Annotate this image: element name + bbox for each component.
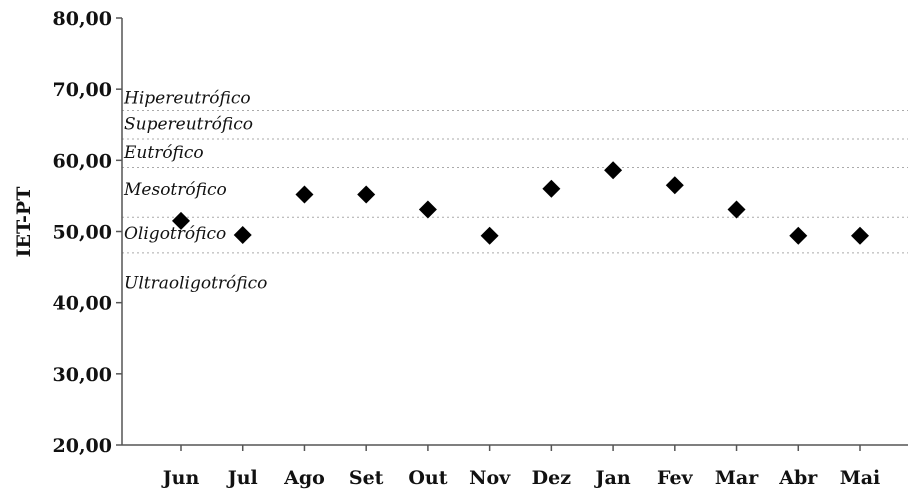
y-tick-label: 30,00: [53, 364, 113, 386]
x-tick-label: Dez: [532, 467, 572, 489]
y-tick-label: 40,00: [53, 293, 113, 315]
y-tick-label: 80,00: [53, 8, 113, 30]
band-label: Supereutrófico: [124, 114, 253, 134]
data-point: [851, 226, 869, 245]
x-tick-label: Jan: [594, 467, 631, 489]
x-tick-label: Mar: [715, 467, 759, 489]
data-point: [789, 226, 808, 245]
band-label: Hipereutrófico: [123, 89, 251, 109]
band-label: Eutrófico: [123, 143, 204, 163]
data-point: [295, 185, 314, 204]
x-tick-label: Out: [408, 467, 447, 489]
x-tick-label: Mai: [840, 467, 881, 489]
x-ticks: Jun Jul Ago Set Out Nov Dez Jan Fev Mar Abr Mai: [161, 445, 881, 489]
data-point: [542, 179, 561, 198]
threshold-lines: [122, 110, 908, 254]
y-ticks: 20,00 30,00 40,00 50,00 60,00 70,00 80,00: [53, 8, 122, 457]
y-axis-title: IET-PT: [13, 187, 35, 258]
data-point: [665, 176, 684, 195]
x-tick-label: Jul: [226, 467, 258, 489]
x-tick-label: Set: [349, 467, 384, 489]
data-point: [233, 226, 252, 245]
band-label: Ultraoligotrófico: [124, 274, 267, 294]
y-tick-label: 20,00: [53, 435, 113, 457]
data-point: [727, 200, 746, 219]
data-point: [418, 200, 437, 219]
data-points: [172, 161, 869, 245]
x-tick-label: Ago: [283, 467, 325, 489]
data-point: [357, 185, 376, 204]
data-point: [480, 226, 499, 245]
y-tick-label: 70,00: [53, 79, 113, 101]
x-tick-label: Jun: [161, 467, 200, 489]
x-tick-label: Nov: [469, 467, 511, 489]
data-point: [172, 211, 190, 230]
band-label: Oligotrófico: [124, 224, 226, 244]
x-tick-label: Fev: [657, 467, 694, 489]
x-tick-label: Abr: [778, 467, 818, 489]
y-tick-label: 50,00: [53, 222, 113, 244]
data-point: [604, 161, 623, 180]
band-labels: Hipereutrófico Supereutrófico Eutrófico Mes…: [123, 89, 267, 294]
band-label: Mesotrófico: [123, 180, 227, 200]
y-tick-label: 60,00: [53, 150, 113, 172]
